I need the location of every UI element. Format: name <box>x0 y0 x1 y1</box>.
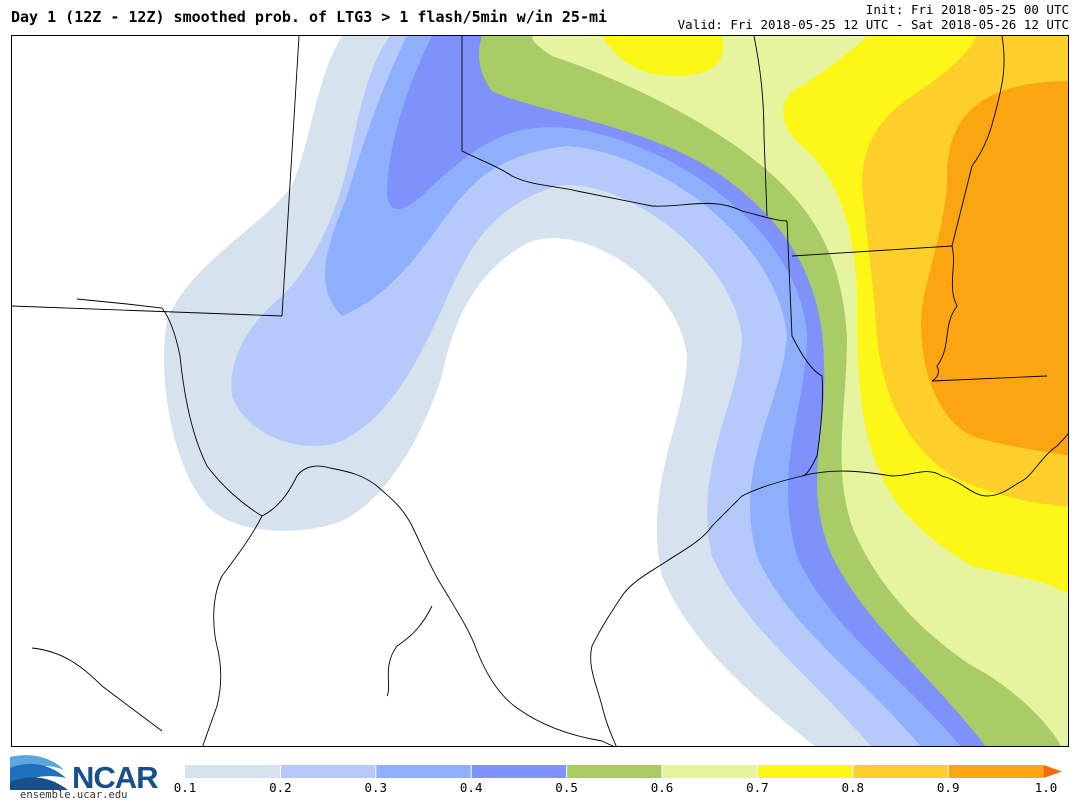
colorbar-segment-1 <box>185 765 281 778</box>
colorbar-segment-3 <box>375 765 472 778</box>
colorbar-tick: 0.8 <box>841 780 865 795</box>
arkansas-texas-border <box>786 220 823 477</box>
probability-map <box>11 35 1069 747</box>
colorbar-segment-8 <box>852 765 949 778</box>
ncar-swoosh-icon <box>10 755 68 790</box>
logo-url: ensemble.ucar.edu <box>20 789 128 801</box>
arkansas-missouri-border <box>753 36 768 217</box>
state-boundaries <box>12 36 1068 746</box>
init-time: Init: Fri 2018-05-25 00 UTC <box>865 2 1069 17</box>
colorbar-segment-2 <box>280 765 376 778</box>
gulf-coastline <box>590 433 1068 746</box>
oklahoma-border <box>12 36 788 317</box>
texas-panhandle-west <box>281 36 300 317</box>
map-title: Day 1 (12Z - 12Z) smoothed prob. of LTG3… <box>11 8 608 26</box>
colorbar-segment-7 <box>757 765 853 778</box>
texas-border <box>76 298 614 746</box>
colorbar-tick: 0.7 <box>746 780 769 795</box>
colorbar-tick: 0.1 <box>173 780 197 795</box>
arkansas-louisiana-border <box>791 245 953 257</box>
valid-time: Valid: Fri 2018-05-25 12 UTC - Sat 2018-… <box>677 17 1069 32</box>
colorbar <box>185 765 1062 778</box>
colorbar-segment-4 <box>471 765 567 778</box>
colorbar-tick: 0.5 <box>555 780 578 795</box>
colorbar-segment-6 <box>662 765 758 778</box>
colorbar-tick: 0.9 <box>936 780 960 795</box>
colorbar-labels: 0.1 0.2 0.3 0.4 0.5 0.6 0.7 0.8 0.9 1.0 <box>0 780 1080 800</box>
louisiana-north <box>931 375 1048 382</box>
colorbar-tick: 0.3 <box>364 780 388 795</box>
colorbar-tick: 0.6 <box>650 780 674 795</box>
colorbar-segment-9 <box>948 765 1044 778</box>
run-info: Init: Fri 2018-05-25 00 UTC Valid: Fri 2… <box>678 2 1069 32</box>
mexico-state-lines <box>31 605 433 732</box>
colorbar-tick: 0.4 <box>459 780 483 795</box>
colorbar-segment-5 <box>566 765 662 778</box>
ncar-wordmark: NCAR <box>72 760 159 795</box>
contour-band-0.9 <box>921 81 1068 456</box>
colorbar-tick: 0.2 <box>269 780 292 795</box>
ncar-logo: NCAR ensemble.ucar.edu <box>10 750 160 806</box>
colorbar-extend-arrow <box>1043 765 1062 778</box>
mexico-border <box>202 515 263 746</box>
colorbar-tick: 1.0 <box>1034 780 1058 795</box>
mississippi-river <box>931 36 1005 382</box>
